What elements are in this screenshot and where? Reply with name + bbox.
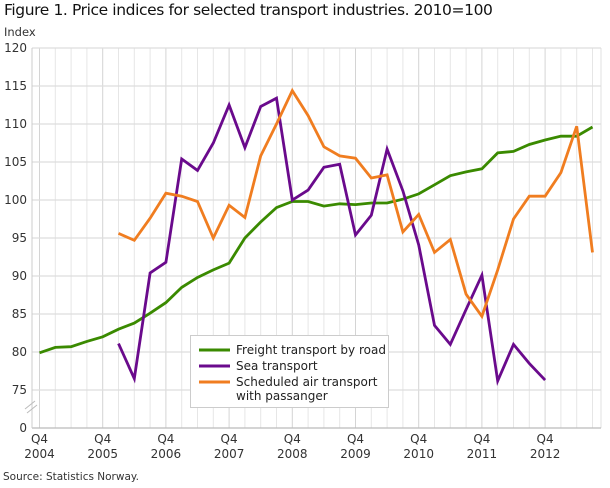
x-tick-label: Q4	[410, 432, 427, 446]
x-tick-label: Q4	[157, 432, 174, 446]
x-tick-label: 2008	[277, 447, 308, 461]
x-tick-label: 2009	[340, 447, 371, 461]
x-tick-label: Q4	[31, 432, 48, 446]
x-tick-label: 2007	[214, 447, 245, 461]
y-tick-label: 95	[12, 231, 27, 245]
x-tick-label: Q4	[537, 432, 554, 446]
x-tick-label: 2010	[403, 447, 434, 461]
y-tick-label: 120	[4, 41, 27, 55]
y-tick-label: 90	[12, 269, 27, 283]
y-tick-label: 80	[12, 345, 27, 359]
x-tick-label: 2005	[87, 447, 118, 461]
y-axis-label: Index	[4, 25, 36, 39]
series-line-1	[39, 125, 594, 355]
x-tick-label: Q4	[347, 432, 364, 446]
x-tick-label: 2012	[530, 447, 561, 461]
legend-label: Scheduled air transport	[236, 375, 378, 389]
series-line-3	[117, 87, 594, 320]
x-tick-label: 2006	[151, 447, 182, 461]
x-tick-label: 2004	[24, 447, 55, 461]
chart-title: Figure 1. Price indices for selected tra…	[4, 1, 493, 19]
y-tick-label: 105	[4, 155, 27, 169]
axis-break-mark	[26, 404, 38, 414]
legend-label: Sea transport	[236, 359, 318, 373]
y-tick-label: 0	[19, 421, 27, 435]
x-tick-label: Q4	[94, 432, 111, 446]
x-tick-label: Q4	[221, 432, 238, 446]
source-note: Source: Statistics Norway.	[3, 471, 139, 483]
legend-box	[190, 335, 389, 408]
y-tick-label: 100	[4, 193, 27, 207]
legend-label: with passanger	[236, 389, 328, 403]
y-tick-label: 110	[4, 117, 27, 131]
y-tick-label: 85	[12, 307, 27, 321]
x-tick-label: Q4	[284, 432, 301, 446]
y-tick-label: 115	[4, 79, 27, 93]
legend-label: Freight transport by road	[236, 343, 386, 357]
axis-break-mark	[24, 400, 36, 410]
legend: Freight transport by road Sea transport Sc…	[190, 335, 389, 408]
x-tick-label: Q4	[473, 432, 490, 446]
series-line-2	[117, 96, 547, 386]
x-tick-label: 2011	[467, 447, 498, 461]
y-tick-label: 75	[12, 383, 27, 397]
